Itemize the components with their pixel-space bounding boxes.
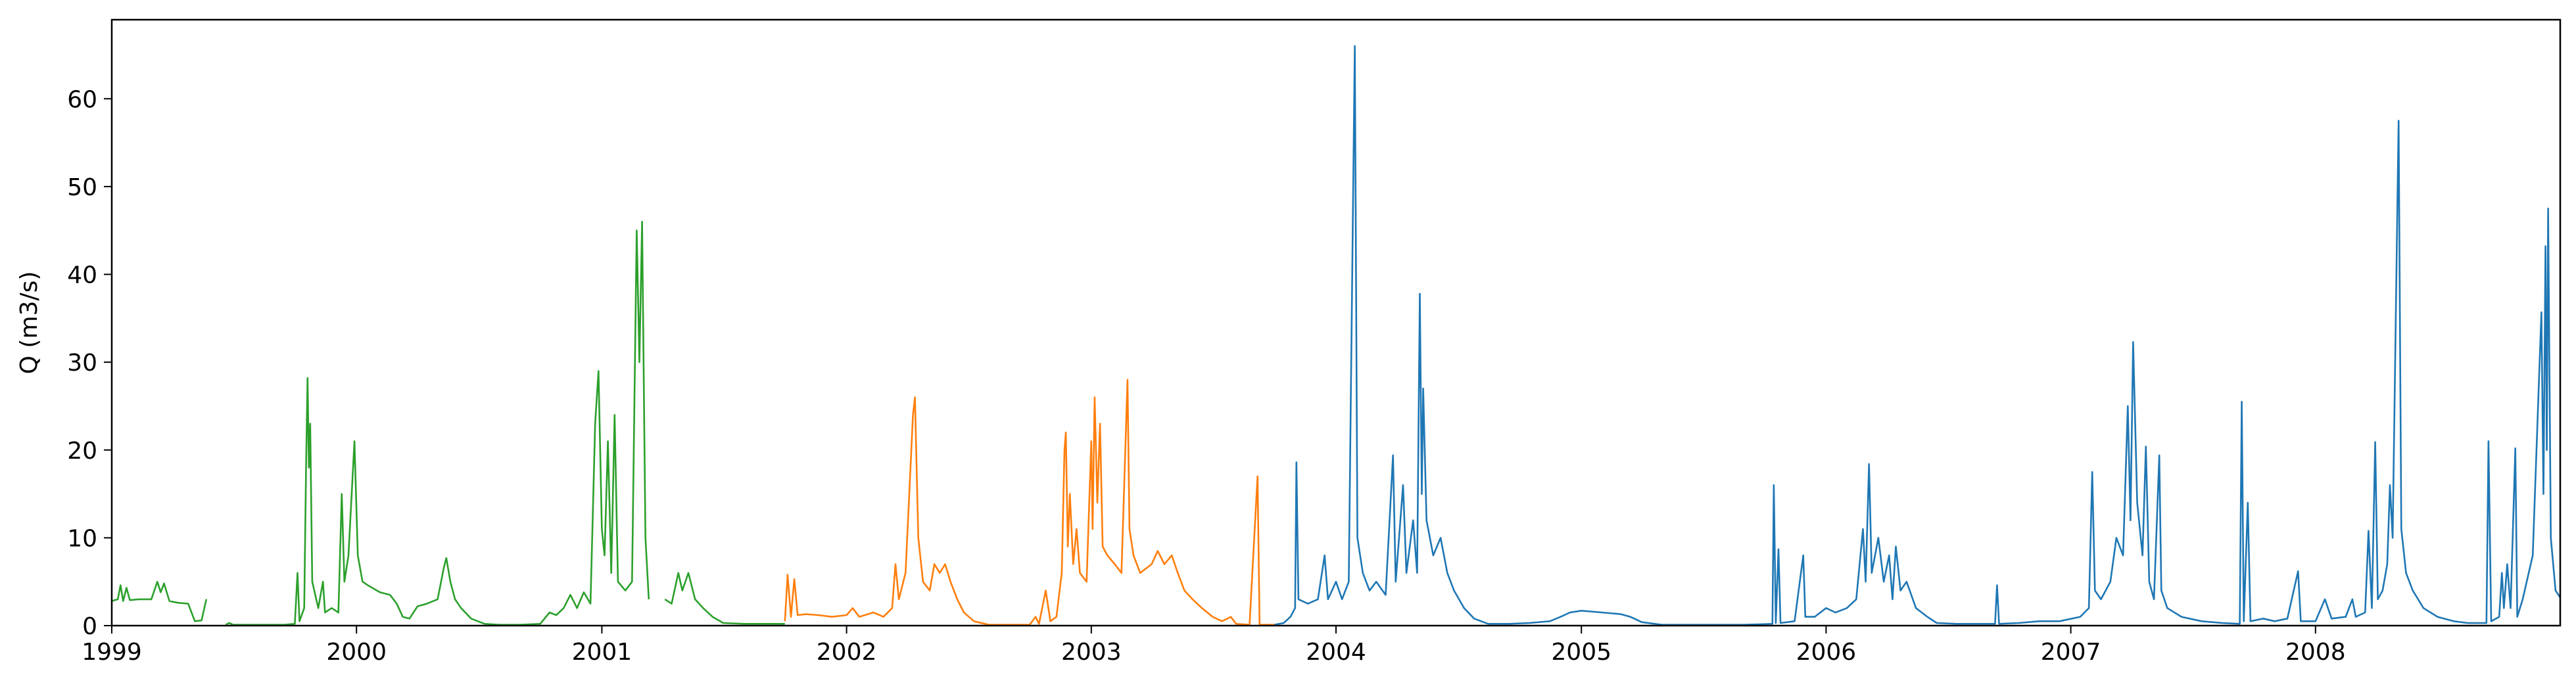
x-tick-label-9: 2008: [2285, 639, 2346, 666]
y-axis-label: Q (m3/s): [16, 271, 43, 375]
x-tick-label-2: 2001: [572, 639, 632, 666]
y-tick-label-5: 50: [67, 174, 97, 201]
y-axis: 0 10 20 30 40 50 60: [67, 86, 112, 640]
y-tick-label-4: 40: [67, 262, 97, 289]
x-tick-label-1: 2000: [326, 639, 387, 666]
plot-area: [112, 20, 2560, 626]
series-line-1: [111, 221, 785, 626]
x-tick-label-4: 2003: [1061, 639, 1122, 666]
x-tick-label-5: 2004: [1306, 639, 1366, 666]
plot-frame: [110, 18, 2562, 627]
y-tick-label-6: 60: [67, 86, 97, 113]
x-tick-label-6: 2005: [1551, 639, 1611, 666]
series-line-3: [1274, 45, 2562, 626]
x-tick-label-7: 2006: [1796, 639, 1857, 666]
y-tick-label-1: 10: [67, 525, 97, 552]
x-tick-label-0: 1999: [82, 639, 142, 666]
x-axis: 1999 2000 2001 2002 2003 2004 2005 2006 2007 2008: [82, 626, 2346, 666]
y-tick-label-3: 30: [67, 350, 97, 377]
y-tick-label-0: 0: [82, 613, 97, 640]
y-tick-label-2: 20: [67, 438, 97, 465]
x-tick-label-8: 2007: [2041, 639, 2101, 666]
series-line-2: [784, 379, 1275, 626]
x-tick-label-3: 2002: [817, 639, 877, 666]
series-layer: [111, 45, 2562, 626]
